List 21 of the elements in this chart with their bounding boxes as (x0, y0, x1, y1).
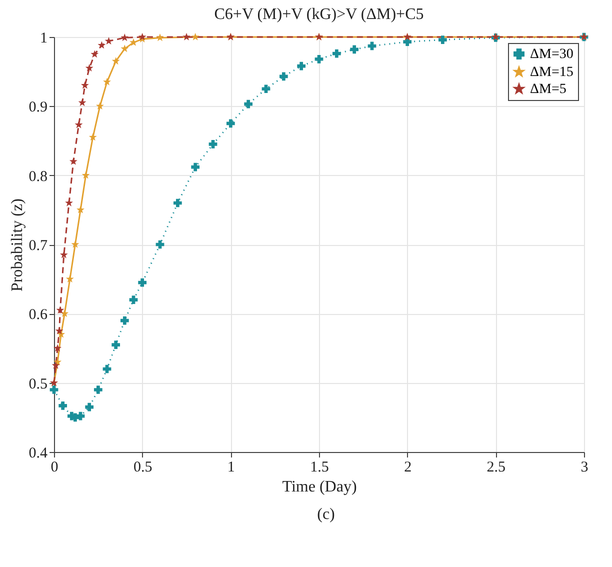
y-tick-label: 1 (40, 30, 48, 46)
y-tick-label: 0.9 (28, 100, 48, 116)
x-tick-label: 0 (50, 460, 58, 476)
chart-title: C6+V (M)+V (kG)>V (ΔM)+C5 (214, 6, 424, 23)
x-axis-title: Time (Day) (282, 478, 357, 496)
x-tick-label: 1.5 (310, 460, 329, 476)
x-tick-label: 2.5 (486, 460, 506, 476)
y-tick-label: 0.4 (28, 446, 48, 462)
y-tick-label: 0.5 (28, 376, 48, 392)
x-tick-label: 1 (227, 460, 235, 476)
x-tick-label: 0.5 (133, 460, 152, 476)
legend-label: ΔM=5 (530, 82, 566, 97)
text: (c) (316, 506, 336, 524)
y-tick-label: 0.8 (28, 168, 48, 185)
y-tick-label: 0.7 (28, 238, 48, 254)
legend-label: ΔM=30 (530, 47, 574, 62)
legend-label: ΔM=15 (530, 65, 574, 80)
y-axis-title: Probability (z) (8, 198, 26, 292)
x-tick-label: 3 (580, 460, 588, 476)
y-tick-label: 0.6 (28, 307, 48, 324)
x-tick-label: 2 (404, 460, 412, 476)
